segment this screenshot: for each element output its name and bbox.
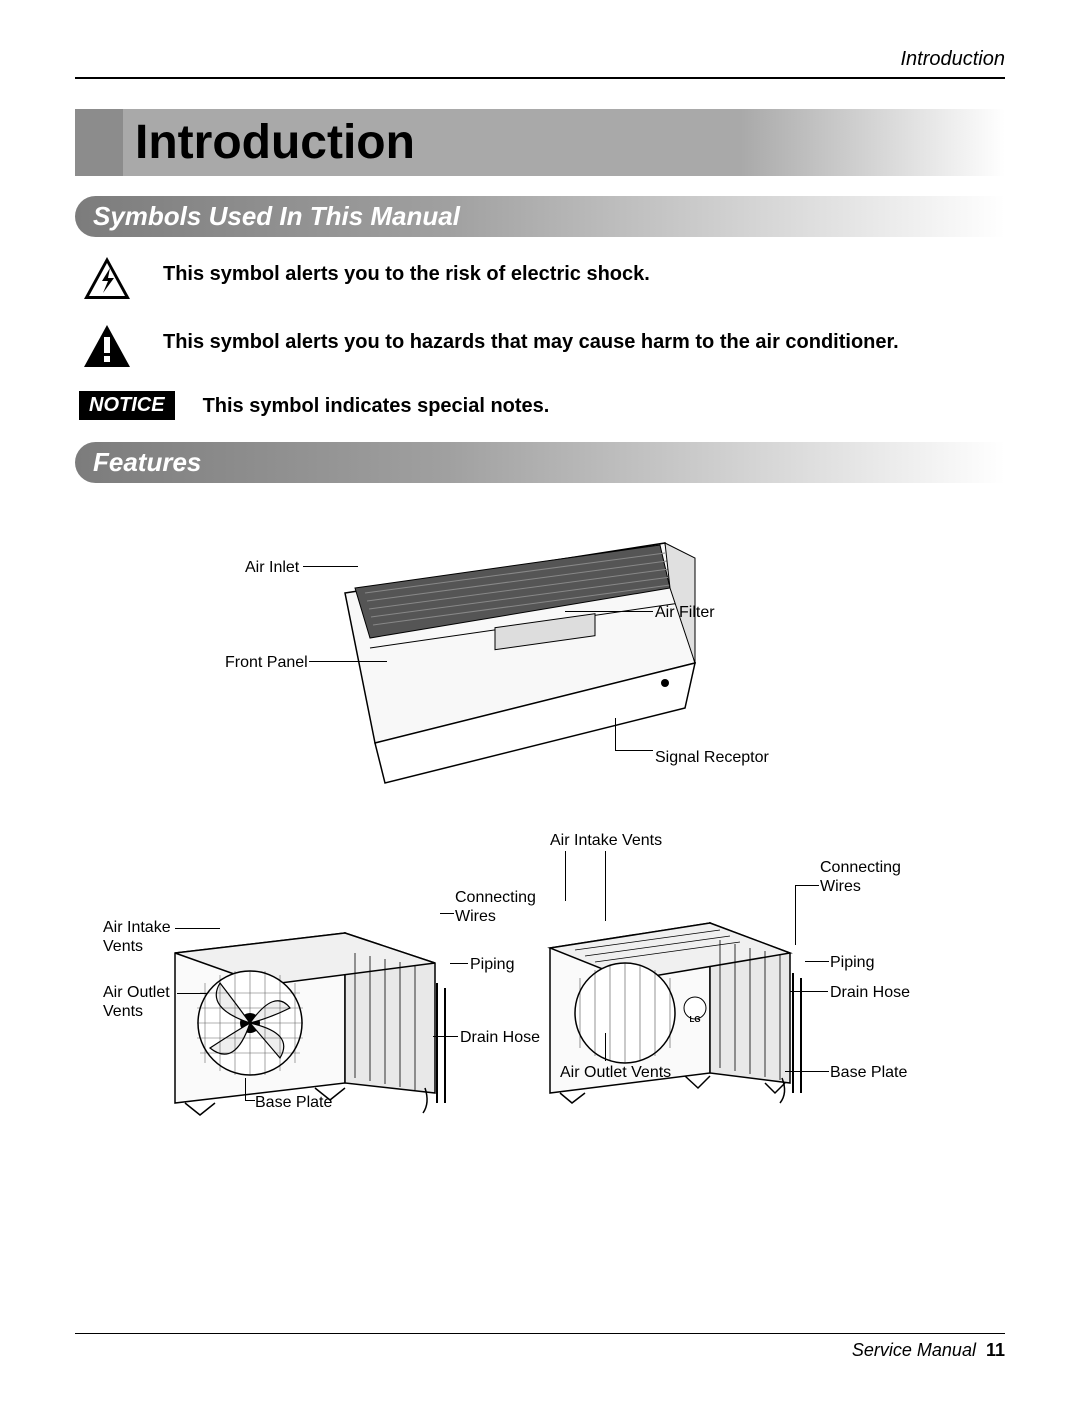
- leader-line: [433, 1036, 458, 1037]
- warning-icon: [79, 323, 135, 369]
- label-piping-b: Piping: [830, 953, 874, 972]
- symbol-row-shock: This symbol alerts you to the risk of el…: [75, 255, 1005, 301]
- page-header: Introduction: [75, 48, 1005, 79]
- svg-text:LG: LG: [689, 1015, 700, 1024]
- leader-line: [790, 991, 828, 992]
- label-front-panel: Front Panel: [225, 653, 308, 672]
- leader-line: [605, 1033, 606, 1061]
- leader-line: [795, 885, 819, 886]
- leader-line: [450, 963, 468, 964]
- footer-text: Service Manual: [852, 1340, 976, 1360]
- section-symbols-heading: Symbols Used In This Manual: [93, 201, 1005, 232]
- leader-line: [605, 851, 606, 921]
- label-signal-receptor: Signal Receptor: [655, 748, 769, 767]
- label-connecting-wires-b: Connecting Wires: [820, 858, 910, 896]
- leader-line: [615, 750, 653, 751]
- page-footer: Service Manual 11: [75, 1333, 1005, 1361]
- symbol-text: This symbol alerts you to hazards that m…: [163, 323, 899, 356]
- section-features-heading: Features: [93, 447, 1005, 478]
- label-drain-hose-a: Drain Hose: [460, 1028, 540, 1047]
- notice-icon: NOTICE: [79, 391, 175, 420]
- leader-line: [785, 1071, 829, 1072]
- features-diagram: Air Inlet Front Panel Air Filter Signal …: [75, 503, 1005, 1183]
- leader-line: [805, 961, 829, 962]
- leader-line: [615, 718, 616, 750]
- title-bar: Introduction: [75, 109, 1005, 176]
- label-drain-hose-b: Drain Hose: [830, 983, 910, 1002]
- label-air-outlet-vents-a: Air Outlet Vents: [103, 983, 183, 1021]
- leader-line: [440, 913, 454, 914]
- section-symbols: Symbols Used In This Manual: [75, 196, 1005, 237]
- label-air-intake-vents-b: Air Intake Vents: [550, 831, 662, 850]
- header-section-label: Introduction: [900, 48, 1005, 70]
- leader-line: [565, 851, 566, 901]
- symbol-row-notice: NOTICE This symbol indicates special not…: [75, 391, 1005, 420]
- leader-line: [245, 1100, 255, 1101]
- label-air-inlet: Air Inlet: [245, 558, 299, 577]
- label-base-plate-b: Base Plate: [830, 1063, 907, 1082]
- leader-line: [309, 661, 387, 662]
- label-air-intake-vents-a: Air Intake Vents: [103, 918, 183, 956]
- label-air-filter: Air Filter: [655, 603, 715, 622]
- leader-line: [303, 566, 358, 567]
- symbol-text: This symbol indicates special notes.: [203, 391, 550, 420]
- page-title: Introduction: [135, 115, 1005, 170]
- leader-line: [177, 993, 207, 994]
- leader-line: [795, 885, 796, 945]
- label-piping-a: Piping: [470, 955, 514, 974]
- notice-badge: NOTICE: [79, 391, 175, 420]
- symbol-row-warn: This symbol alerts you to hazards that m…: [75, 323, 1005, 369]
- symbol-text: This symbol alerts you to the risk of el…: [163, 255, 650, 288]
- label-base-plate-a: Base Plate: [255, 1093, 332, 1112]
- label-air-outlet-vents-b: Air Outlet Vents: [560, 1063, 671, 1082]
- leader-line: [175, 928, 220, 929]
- section-features: Features: [75, 442, 1005, 483]
- footer-pagenum: 11: [986, 1340, 1005, 1360]
- leader-line: [245, 1078, 246, 1100]
- shock-icon: [79, 255, 135, 301]
- leader-line: [565, 611, 653, 612]
